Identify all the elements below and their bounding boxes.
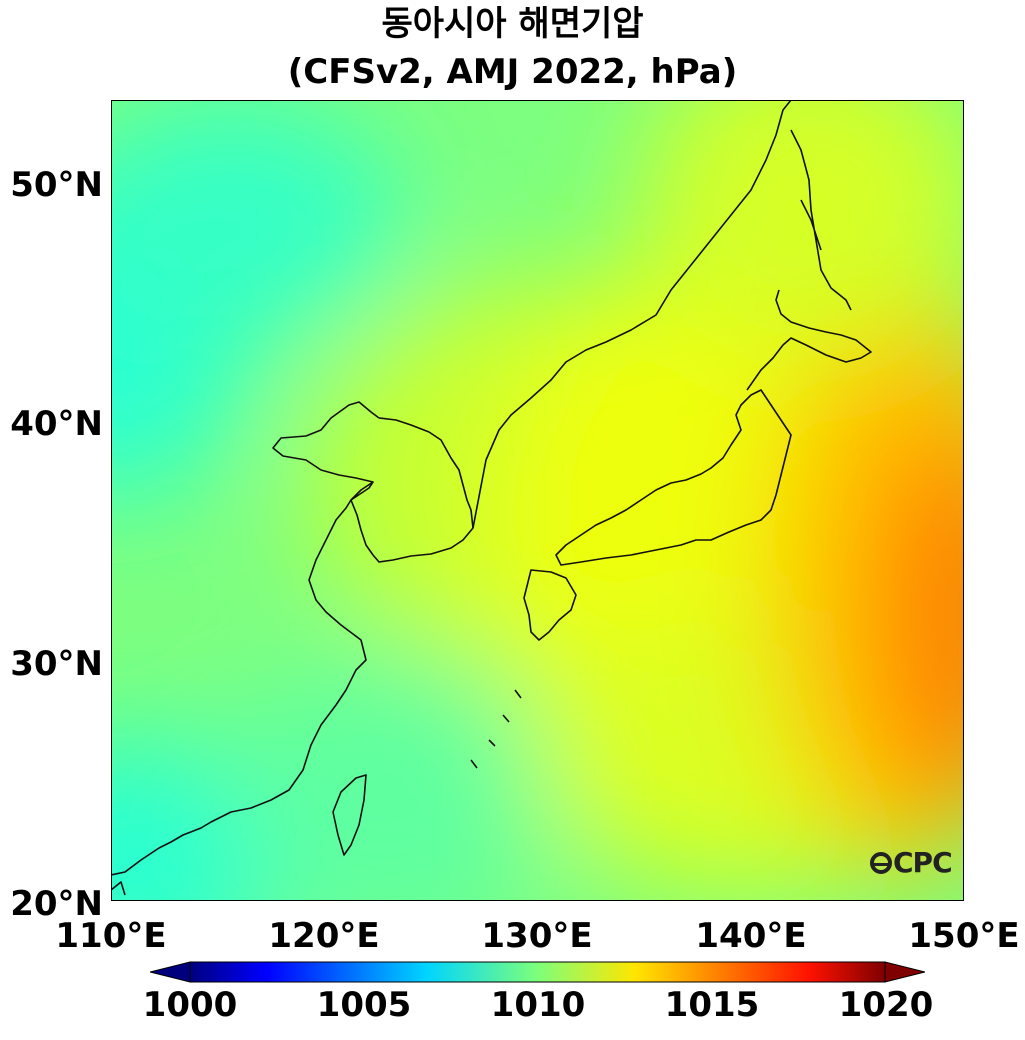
colorbar-tick-label: 1015 — [664, 985, 760, 1025]
watermark-text: CPC — [893, 846, 953, 879]
colorbar-ramp — [189, 961, 886, 983]
colorbar-tick-label: 1000 — [142, 985, 238, 1025]
y-tick-label: 40°N — [10, 404, 103, 444]
x-tick-label: 110°E — [55, 916, 167, 956]
cpc-watermark: CPC — [870, 846, 953, 879]
pressure-blob — [231, 650, 551, 901]
sakhalin-coast — [790, 129, 852, 311]
pressure-field — [111, 100, 964, 901]
x-tick-label: 130°E — [481, 916, 593, 956]
pressure-blob — [111, 100, 401, 340]
x-tick-label: 120°E — [268, 916, 380, 956]
coastlines — [111, 100, 872, 896]
cpc-logo-icon — [870, 852, 892, 874]
map-subtitle: (CFSv2, AMJ 2022, hPa) — [287, 52, 738, 92]
china-coast — [111, 401, 380, 876]
russia-coast — [472, 100, 792, 529]
colorbar-svg — [149, 961, 926, 983]
y-tick-label: 50°N — [10, 165, 103, 205]
hainan-island — [111, 881, 126, 896]
x-tick-label: 140°E — [695, 916, 807, 956]
korea-coast — [350, 417, 474, 563]
colorbar-max-extend — [884, 961, 926, 983]
pressure-blob — [881, 430, 964, 810]
colorbar — [149, 960, 926, 984]
y-tick-label: 20°N — [10, 884, 103, 924]
colorbar-min-extend — [149, 961, 191, 983]
map-title: 동아시아 해면기압 — [381, 4, 644, 44]
colorbar-tick-label: 1005 — [316, 985, 412, 1025]
shikoku-kyushu-coast — [523, 569, 577, 641]
map-svg — [111, 100, 964, 901]
hokkaido-coast — [746, 289, 872, 391]
map-panel — [111, 100, 964, 901]
map-frame — [111, 100, 964, 901]
taiwan-coast — [332, 774, 367, 856]
ryukyu-islands — [470, 689, 522, 769]
x-tick-label: 150°E — [908, 916, 1020, 956]
pressure-blob — [641, 100, 964, 360]
y-tick-label: 30°N — [10, 644, 103, 684]
colorbar-tick-label: 1010 — [490, 985, 586, 1025]
honshu-coast — [555, 389, 792, 566]
colorbar-tick-label: 1020 — [838, 985, 934, 1025]
